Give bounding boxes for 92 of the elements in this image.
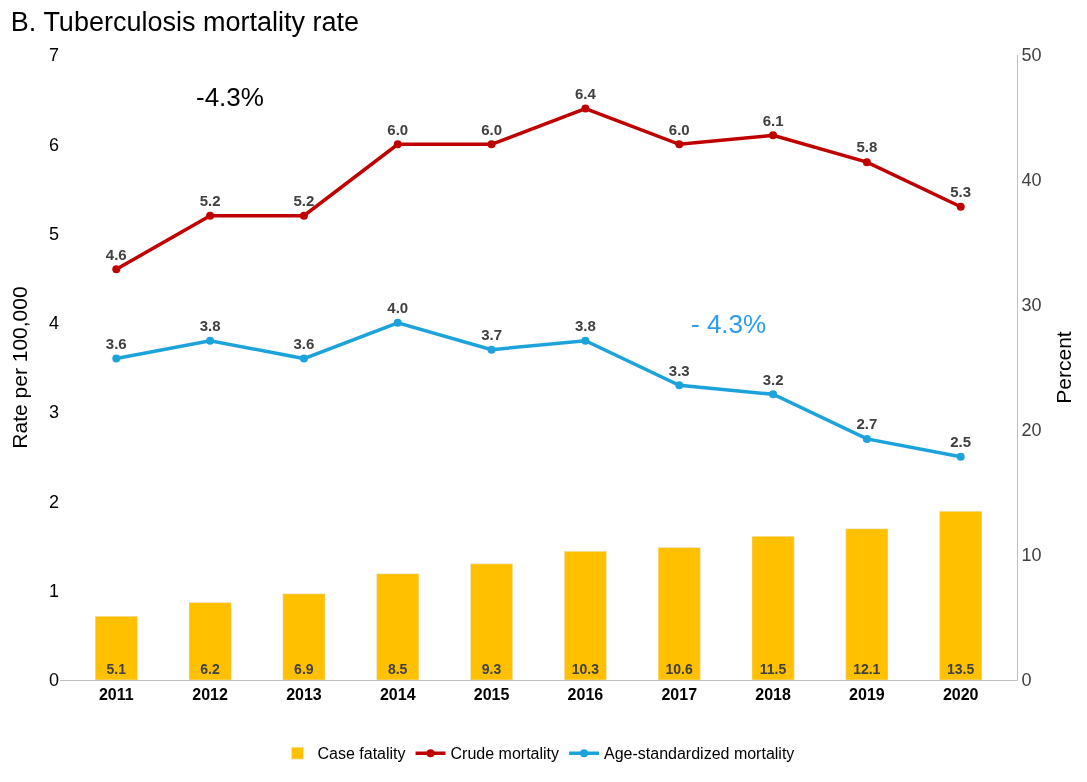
y-tick-label: 1 — [48, 581, 59, 602]
data-label: 2.7 — [856, 415, 878, 433]
x-tick-label: 2018 — [755, 686, 791, 704]
bar — [470, 563, 513, 680]
bar — [845, 528, 889, 680]
x-tick-label: 2014 — [379, 686, 416, 704]
x-tick-label: 2011 — [98, 686, 134, 704]
x-tick-label: 2013 — [286, 686, 322, 704]
legend-label: Age-standardized mortality — [604, 745, 795, 763]
data-label: 3.6 — [105, 334, 127, 352]
data-label: 3.7 — [481, 325, 503, 343]
point — [956, 202, 965, 211]
bar — [94, 616, 138, 680]
y-tick-label: 4 — [48, 313, 59, 334]
data-label: 10.3 — [571, 661, 600, 677]
y2-tick-label: 30 — [1021, 295, 1042, 316]
data-label: 3.2 — [762, 370, 784, 388]
bar — [564, 551, 607, 680]
bar — [939, 511, 983, 680]
data-label: 9.3 — [481, 661, 502, 677]
data-label: 6.0 — [481, 120, 503, 138]
point — [299, 354, 308, 363]
y2-tick-label: 50 — [1021, 45, 1042, 66]
x-tick-label: 2020 — [942, 686, 979, 704]
data-label: 3.8 — [574, 316, 596, 334]
point — [393, 318, 402, 327]
bar — [188, 602, 232, 680]
data-label: 6.4 — [574, 84, 597, 102]
data-label: 4.6 — [105, 245, 127, 263]
chart-title: B. Tuberculosis mortality rate — [10, 6, 360, 37]
data-label: 2.5 — [950, 433, 972, 451]
point — [206, 336, 215, 345]
point — [675, 140, 684, 149]
y-axis-title: Rate per 100,000 — [8, 286, 32, 449]
x-tick-label: 2019 — [849, 686, 885, 704]
point — [206, 211, 215, 220]
annotation: -4.3% — [196, 82, 264, 112]
y-tick-label: 2 — [48, 491, 59, 512]
data-label: 5.2 — [293, 191, 315, 209]
bar — [376, 573, 420, 680]
y2-axis-title: Percent — [1051, 331, 1075, 404]
point — [487, 345, 496, 354]
data-label: 3.8 — [199, 316, 221, 334]
data-label: 6.0 — [668, 120, 690, 138]
y-tick-label: 3 — [48, 402, 59, 423]
point — [956, 452, 965, 461]
bar — [282, 593, 326, 680]
data-label: 5.1 — [106, 661, 127, 677]
point — [112, 265, 121, 274]
y-tick-label: 0 — [48, 670, 59, 691]
point — [299, 211, 308, 220]
y-tick-label: 7 — [48, 45, 59, 66]
x-tick-label: 2015 — [473, 686, 510, 704]
point — [581, 336, 590, 345]
data-label: 4.0 — [387, 299, 409, 317]
y2-tick-label: 10 — [1021, 545, 1042, 566]
point — [393, 140, 402, 149]
data-label: 6.9 — [294, 661, 314, 677]
bar — [751, 536, 795, 680]
y2-tick-label: 40 — [1021, 170, 1042, 191]
data-label: 6.0 — [387, 120, 409, 138]
point — [769, 390, 778, 399]
y-tick-label: 6 — [48, 134, 59, 155]
data-label: 10.6 — [665, 661, 693, 677]
x-tick-label: 2012 — [192, 686, 229, 704]
data-label: 13.5 — [946, 661, 975, 677]
data-label: 6.1 — [762, 111, 784, 129]
point — [862, 158, 871, 167]
data-label: 3.6 — [293, 334, 315, 352]
data-label: 3.3 — [668, 361, 690, 379]
point — [769, 131, 778, 140]
data-label: 5.2 — [199, 191, 221, 209]
data-label: 12.1 — [853, 661, 881, 677]
x-tick-label: 2017 — [661, 686, 698, 704]
point — [862, 434, 871, 443]
data-label: 6.2 — [200, 661, 220, 677]
point — [112, 354, 121, 363]
y-tick-label: 5 — [48, 223, 59, 244]
y2-tick-label: 0 — [1021, 670, 1032, 691]
data-label: 5.3 — [950, 183, 972, 201]
point — [487, 140, 496, 149]
data-label: 8.5 — [387, 661, 408, 677]
y2-tick-label: 20 — [1021, 420, 1042, 441]
point — [581, 104, 590, 113]
annotation: - 4.3% — [691, 309, 767, 339]
data-label: 11.5 — [759, 661, 787, 677]
legend-label: Crude mortality — [450, 745, 560, 763]
x-tick-label: 2016 — [567, 686, 604, 704]
legend-label: Case fatality — [317, 745, 406, 763]
data-label: 5.8 — [856, 138, 878, 156]
bar — [657, 547, 701, 680]
point — [675, 381, 684, 390]
